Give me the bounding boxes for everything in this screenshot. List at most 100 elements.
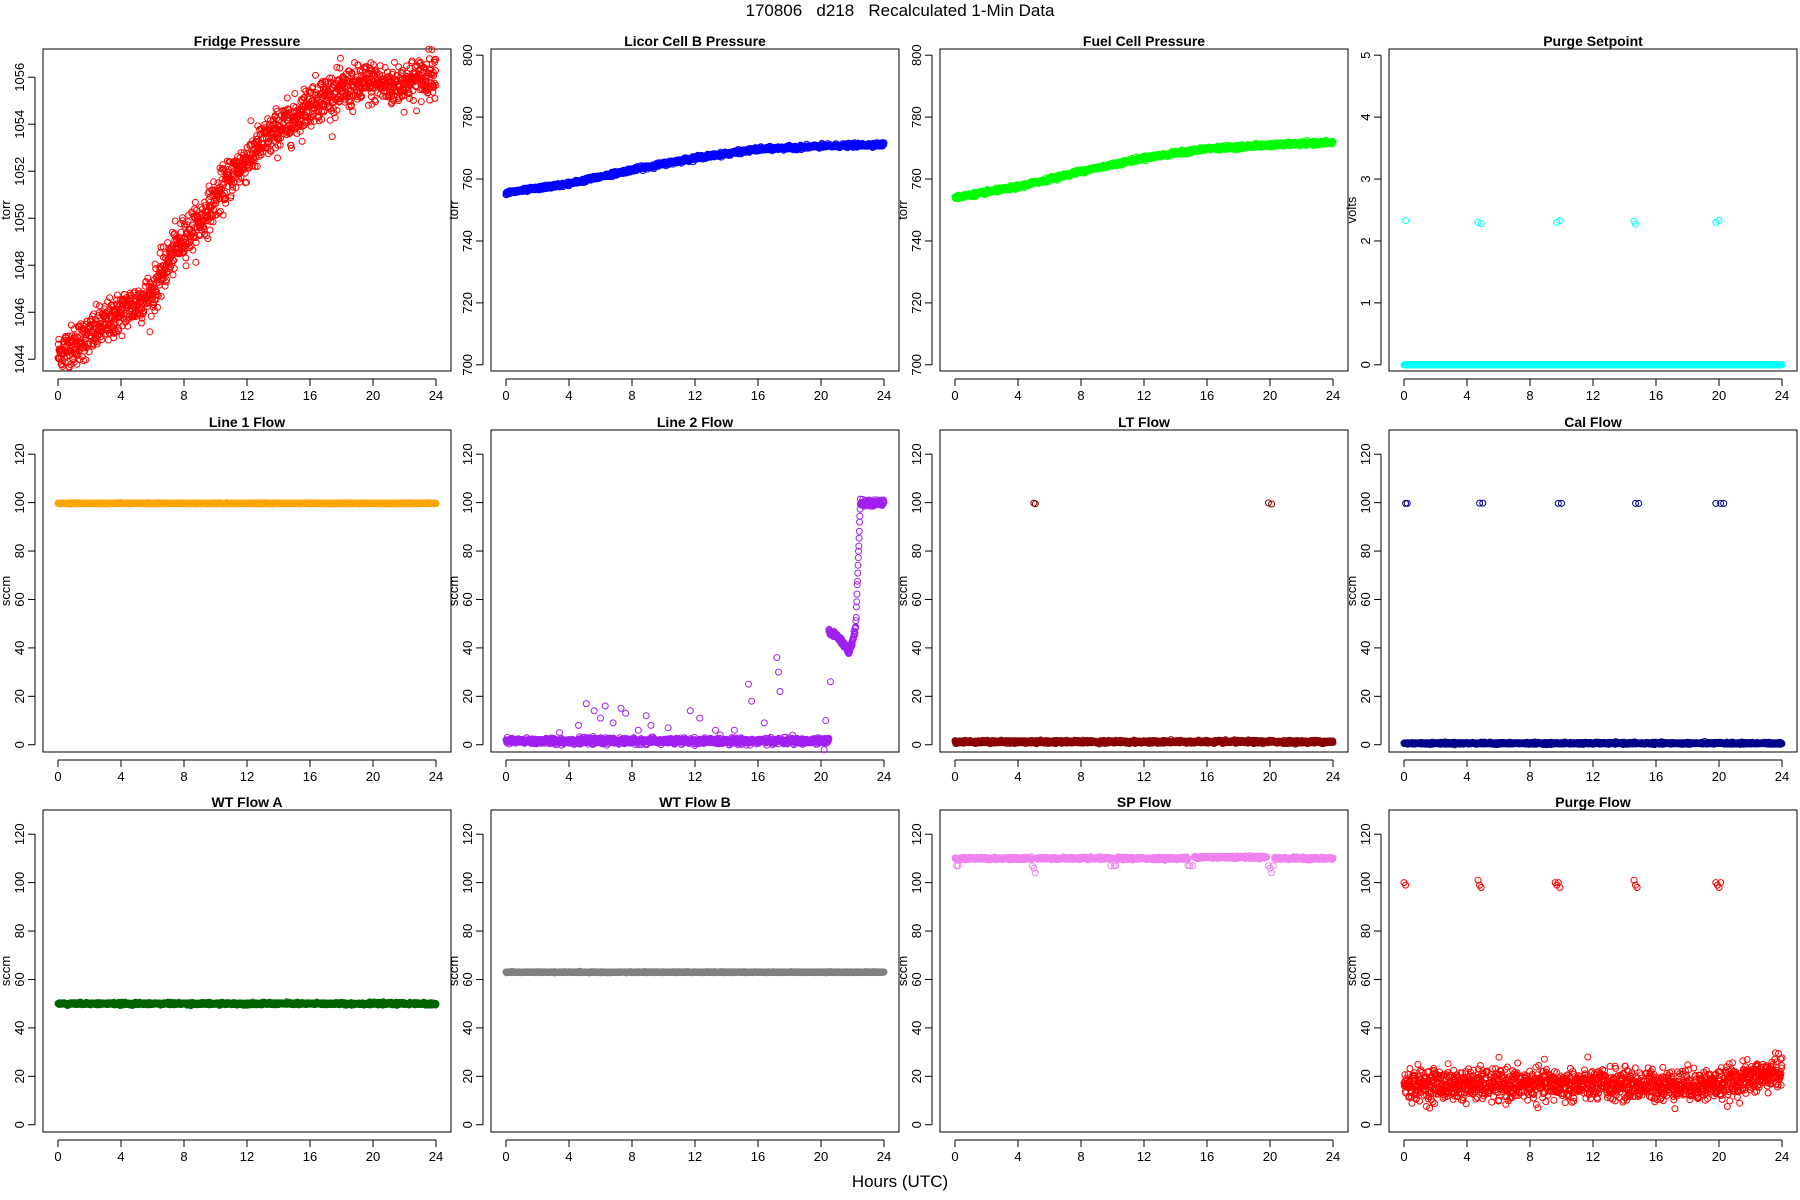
- data-point: [348, 101, 355, 109]
- data-point: [318, 116, 326, 123]
- y-tick-label: 1044: [12, 345, 27, 374]
- y-tick-label: 740: [460, 230, 475, 252]
- x-tick-label: 20: [1263, 388, 1277, 403]
- data-point: [178, 214, 186, 222]
- y-tick-label: 760: [460, 168, 475, 190]
- data-point: [334, 85, 342, 93]
- data-point: [253, 162, 261, 170]
- data-point: [240, 149, 248, 157]
- data-point: [349, 108, 357, 116]
- data-point: [219, 161, 227, 169]
- data-point: [218, 180, 226, 187]
- y-tick-label: 720: [909, 292, 924, 314]
- data-point: [124, 322, 132, 330]
- y-tick-label: 1: [1358, 299, 1373, 306]
- plot-frame: [42, 48, 452, 372]
- data-point: [166, 265, 174, 272]
- data-point: [157, 243, 165, 251]
- data-point: [154, 292, 162, 300]
- data-point: [153, 291, 161, 298]
- data-point: [152, 265, 160, 273]
- x-tick-label: 8: [1526, 388, 1533, 403]
- data-point: [417, 98, 425, 106]
- y-tick-label: 1052: [12, 157, 27, 186]
- data-point: [400, 108, 408, 116]
- data-point: [302, 87, 310, 95]
- y-tick-label: 800: [909, 44, 924, 66]
- data-points: [1400, 217, 1786, 369]
- data-point: [206, 226, 214, 234]
- data-point: [243, 178, 250, 186]
- data-point: [197, 203, 205, 211]
- x-tick-label: 16: [303, 388, 317, 403]
- data-point: [229, 183, 237, 191]
- data-point: [340, 77, 348, 85]
- y-tick-label: 700: [909, 354, 924, 376]
- y-tick-label: 1046: [12, 298, 27, 327]
- data-point: [209, 218, 217, 226]
- data-point: [210, 178, 218, 186]
- data-point: [204, 235, 212, 243]
- data-point: [106, 294, 114, 302]
- data-point: [222, 199, 230, 207]
- x-tick-label: 12: [240, 388, 254, 403]
- data-point: [182, 254, 190, 262]
- data-point: [189, 246, 197, 254]
- y-axis-label: volts: [1344, 196, 1359, 223]
- data-point: [163, 276, 171, 284]
- data-point: [138, 319, 145, 327]
- y-tick-label: 1054: [12, 110, 27, 139]
- data-point: [283, 94, 291, 102]
- x-tick-label: 12: [1137, 388, 1151, 403]
- data-point: [72, 350, 80, 358]
- data-point: [192, 239, 200, 246]
- data-point: [222, 195, 229, 203]
- plot-frame: [939, 48, 1349, 372]
- x-tick-label: 8: [628, 388, 635, 403]
- data-point: [371, 98, 379, 106]
- data-point: [146, 328, 154, 336]
- data-point: [364, 101, 372, 109]
- data-point: [157, 292, 165, 300]
- data-point: [85, 340, 92, 348]
- data-point: [291, 90, 299, 97]
- y-tick-label: 5: [1358, 52, 1373, 59]
- data-point: [140, 308, 148, 316]
- data-point: [98, 336, 106, 344]
- data-point: [261, 144, 269, 152]
- data-point: [395, 63, 403, 71]
- data-point: [274, 141, 282, 149]
- data-point: [182, 262, 190, 270]
- x-tick-label: 4: [117, 388, 124, 403]
- data-point: [118, 332, 126, 340]
- data-point: [310, 117, 318, 125]
- y-tick-label: 1048: [12, 251, 27, 280]
- data-point: [314, 114, 322, 122]
- x-tick-label: 24: [877, 388, 891, 403]
- data-point: [330, 82, 338, 90]
- x-tick-label: 20: [814, 388, 828, 403]
- data-point: [296, 116, 304, 124]
- data-point: [351, 68, 359, 76]
- data-point: [318, 78, 326, 86]
- y-tick-label: 720: [460, 292, 475, 314]
- y-axis-label: torr: [0, 200, 13, 220]
- data-point: [240, 165, 248, 173]
- data-point: [169, 271, 177, 279]
- data-point: [276, 141, 284, 149]
- y-tick-label: 740: [909, 230, 924, 252]
- data-point: [237, 174, 245, 182]
- data-point: [74, 351, 82, 359]
- y-tick-label: 3: [1358, 175, 1373, 182]
- x-tick-label: 20: [1712, 388, 1726, 403]
- x-tick-label: 0: [951, 388, 958, 403]
- data-point: [212, 200, 220, 207]
- data-point: [241, 169, 249, 177]
- x-tick-label: 4: [1014, 388, 1021, 403]
- y-tick-label: 4: [1358, 113, 1373, 120]
